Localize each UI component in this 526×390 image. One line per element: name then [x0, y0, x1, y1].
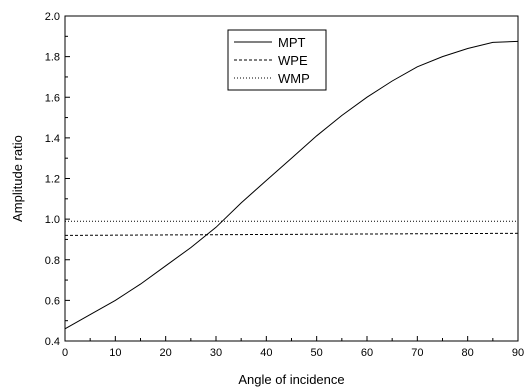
x-tick-label: 50: [311, 347, 323, 359]
x-axis-title: Angle of incidence: [238, 372, 344, 387]
y-tick-label: 0.8: [45, 255, 60, 267]
legend: MPT WPE WMP: [227, 29, 327, 91]
axes: 0 10 20 30 40 50 60 70 80 90 0.4 0.6 0.8 1.0 1.2 1.4 1.6…: [45, 11, 524, 359]
y-axis-title: Amplitude ratio: [10, 135, 25, 222]
series-wpe-line: [64, 232, 519, 236]
x-tick-label: 40: [260, 347, 272, 359]
series-lines: [64, 40, 519, 330]
x-tick-label: 20: [160, 347, 172, 359]
x-tick-label: 60: [361, 347, 373, 359]
y-tick-label: 2.0: [45, 11, 60, 23]
x-tick-label: 90: [512, 347, 524, 359]
x-tick-label: 30: [210, 347, 222, 359]
y-tick-label: 0.6: [45, 295, 60, 307]
legend-box: [227, 29, 327, 91]
x-tick-label: 80: [462, 347, 474, 359]
series-mpt-line: [64, 40, 519, 330]
x-tick-label: 10: [109, 347, 121, 359]
y-tick-label: 1.8: [45, 52, 60, 64]
y-tick-label: 1.2: [45, 174, 60, 186]
legend-label-mpt: MPT: [278, 35, 306, 50]
legend-label-wpe: WPE: [278, 53, 308, 68]
y-tick-label: 1.6: [45, 92, 60, 104]
y-tick-label: 1.0: [45, 214, 60, 226]
x-tick-label: 0: [62, 347, 68, 359]
y-tick-label: 0.4: [45, 336, 60, 348]
x-tick-label: 70: [411, 347, 423, 359]
y-tick-label: 1.4: [45, 133, 60, 145]
legend-label-wmp: WMP: [278, 71, 310, 86]
